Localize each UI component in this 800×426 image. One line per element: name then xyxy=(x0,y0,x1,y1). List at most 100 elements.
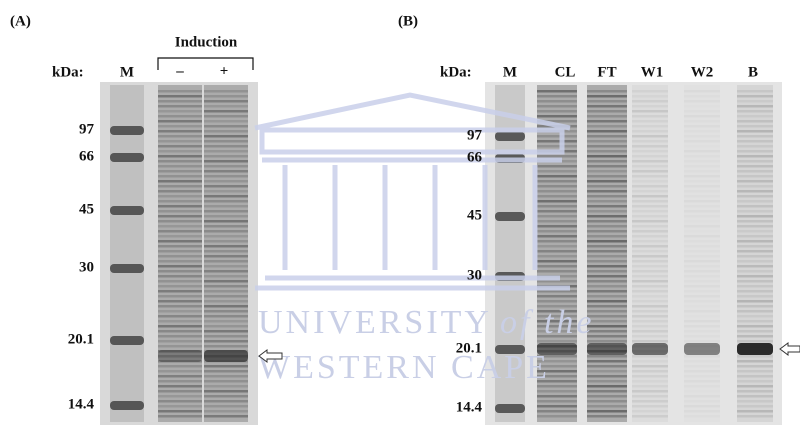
band xyxy=(737,410,773,413)
band xyxy=(684,115,720,118)
band xyxy=(684,160,720,163)
band xyxy=(684,300,720,303)
band xyxy=(632,255,668,258)
band xyxy=(204,245,248,248)
lane-label: + xyxy=(220,63,229,79)
band xyxy=(737,165,773,168)
lane-label: W2 xyxy=(691,64,714,80)
band xyxy=(204,325,248,328)
marker-label: 20.1 xyxy=(456,340,482,356)
band xyxy=(204,195,248,198)
band xyxy=(684,220,720,223)
band xyxy=(737,95,773,98)
band xyxy=(632,315,668,318)
band xyxy=(587,180,627,183)
band xyxy=(684,135,720,138)
band xyxy=(158,370,202,373)
band xyxy=(537,235,577,238)
band xyxy=(110,401,144,410)
band xyxy=(632,300,668,303)
band xyxy=(158,205,202,208)
band xyxy=(587,155,627,158)
band xyxy=(587,115,627,118)
band xyxy=(684,325,720,328)
band xyxy=(737,215,773,218)
band xyxy=(587,105,627,108)
band xyxy=(632,165,668,168)
band xyxy=(737,235,773,238)
marker-label: 14.4 xyxy=(68,396,95,412)
lane-label: – xyxy=(175,63,184,79)
band xyxy=(537,250,577,253)
band xyxy=(587,150,627,153)
band xyxy=(587,205,627,208)
band xyxy=(684,200,720,203)
band xyxy=(684,150,720,153)
band xyxy=(737,270,773,273)
band xyxy=(587,375,627,378)
band xyxy=(204,270,248,273)
band xyxy=(204,255,248,258)
band xyxy=(632,360,668,363)
band xyxy=(158,200,202,203)
band xyxy=(737,90,773,93)
band xyxy=(537,110,577,113)
band xyxy=(158,315,202,318)
band xyxy=(158,310,202,313)
band xyxy=(684,175,720,178)
band xyxy=(158,150,202,153)
band xyxy=(158,275,202,278)
band xyxy=(587,195,627,198)
band xyxy=(158,120,202,123)
band xyxy=(587,145,627,148)
band xyxy=(204,310,248,313)
band xyxy=(632,310,668,313)
band xyxy=(537,135,577,138)
band xyxy=(684,360,720,363)
band xyxy=(204,375,248,378)
marker-label: 97 xyxy=(79,121,95,137)
band xyxy=(684,145,720,148)
band xyxy=(587,245,627,248)
marker-label: 30 xyxy=(79,259,94,275)
band xyxy=(204,230,248,233)
band xyxy=(684,195,720,198)
band xyxy=(632,105,668,108)
band xyxy=(684,280,720,283)
band xyxy=(158,240,202,243)
lane xyxy=(110,85,144,422)
band xyxy=(684,410,720,413)
band xyxy=(737,310,773,313)
band xyxy=(204,295,248,298)
band xyxy=(158,375,202,378)
band xyxy=(737,125,773,128)
band xyxy=(587,343,627,355)
band xyxy=(684,335,720,338)
band xyxy=(737,130,773,133)
band xyxy=(737,285,773,288)
band xyxy=(587,130,627,133)
marker-label: 97 xyxy=(467,127,483,143)
band xyxy=(158,155,202,158)
band xyxy=(158,290,202,293)
band xyxy=(737,340,773,343)
band xyxy=(537,170,577,173)
band xyxy=(684,340,720,343)
band xyxy=(632,180,668,183)
band xyxy=(737,205,773,208)
band xyxy=(684,260,720,263)
band xyxy=(158,235,202,238)
band xyxy=(158,385,202,388)
band xyxy=(632,395,668,398)
band xyxy=(684,205,720,208)
band xyxy=(587,365,627,368)
band xyxy=(737,400,773,403)
marker-label: 20.1 xyxy=(68,331,94,347)
marker-label: 14.4 xyxy=(456,399,483,415)
band xyxy=(684,275,720,278)
band xyxy=(632,410,668,413)
band xyxy=(684,165,720,168)
band xyxy=(684,100,720,103)
band xyxy=(632,160,668,163)
band xyxy=(632,90,668,93)
